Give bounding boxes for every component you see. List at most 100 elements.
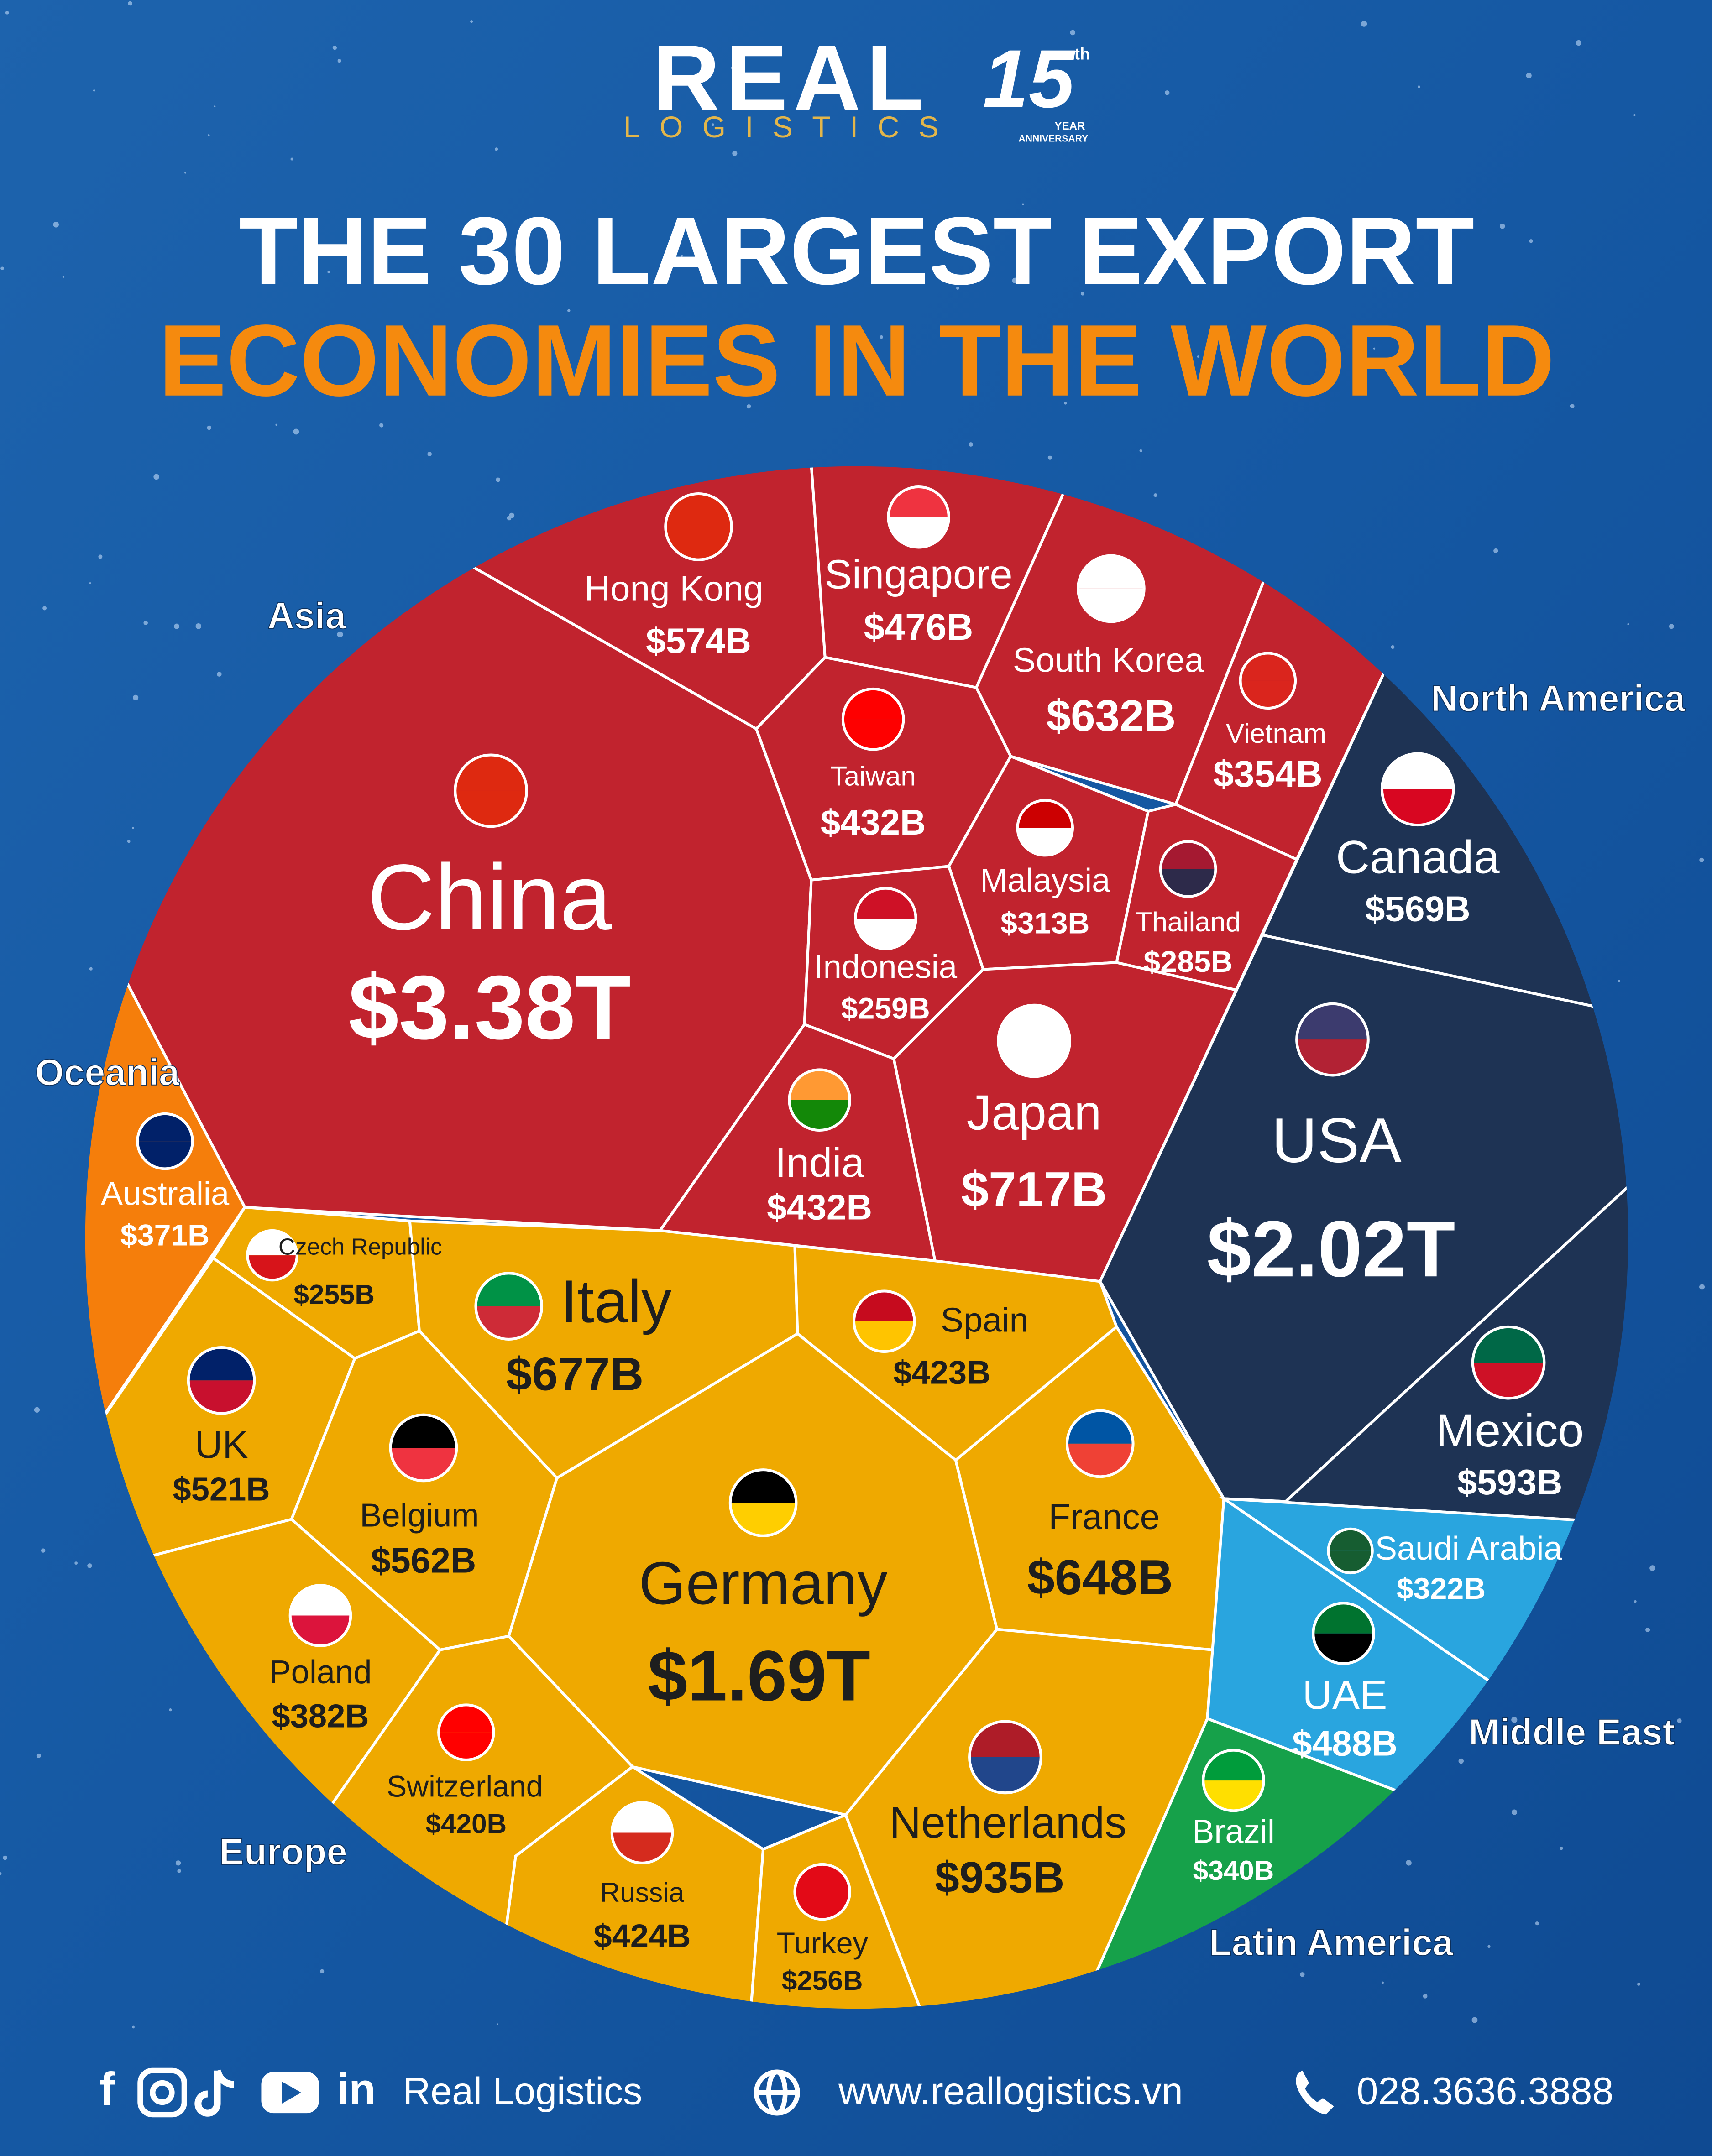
facebook-icon[interactable]: f (99, 2062, 115, 2115)
country-name: China (367, 846, 612, 950)
instagram-icon[interactable] (137, 2067, 187, 2118)
flag-bottom (1240, 680, 1296, 709)
speckle (275, 423, 278, 426)
speckle (1471, 2017, 1478, 2023)
country-name: Belgium (360, 1498, 479, 1534)
website[interactable]: www.reallogistics.vn (838, 2069, 1183, 2112)
country-name: Mexico (1436, 1404, 1584, 1456)
speckle (1438, 226, 1441, 229)
speckle (1511, 1717, 1518, 1723)
country-name: Poland (269, 1654, 372, 1691)
country-name: Singapore (825, 552, 1013, 598)
speckle (746, 404, 751, 409)
speckle (1458, 1758, 1464, 1764)
speckle (174, 623, 179, 629)
region-label: North America (1431, 678, 1686, 719)
flag-ring (1471, 1325, 1546, 1400)
flag-bottom (290, 1615, 351, 1646)
country-name: India (775, 1140, 865, 1186)
country-name: Canada (1336, 831, 1500, 883)
speckle (177, 1869, 181, 1873)
flag-bottom (853, 1321, 915, 1352)
speckle (1526, 73, 1532, 78)
flag-bottom (1313, 1633, 1374, 1664)
instagram-icon-lens (150, 2080, 175, 2105)
flag-top (1297, 1003, 1368, 1040)
country-value: $423B (893, 1354, 990, 1391)
flag-bottom (1328, 1550, 1372, 1573)
flag-bottom (665, 527, 732, 560)
speckle (1669, 624, 1674, 629)
speckle (1423, 1994, 1428, 1999)
country-value: $382B (272, 1698, 369, 1735)
speckle (327, 271, 330, 274)
flag-top (1382, 753, 1454, 789)
tiktok-icon[interactable] (194, 2069, 234, 2117)
speckle (1022, 203, 1024, 205)
logo-sub: LOGISTICS (623, 110, 958, 144)
country-value: $476B (864, 606, 974, 648)
flag-bottom (247, 1255, 297, 1280)
sea-texture (0, 1, 1705, 2029)
speckle (567, 309, 571, 312)
flag-bottom (1078, 588, 1144, 622)
speckle (1535, 1921, 1539, 1926)
country-name: Turkey (777, 1926, 868, 1960)
flag-top (665, 494, 732, 527)
speckle (762, 336, 767, 341)
speckle (153, 474, 159, 480)
flag-bottom (476, 1306, 542, 1339)
speckle (98, 554, 103, 559)
flag-ring (1380, 752, 1455, 827)
flag-ring (454, 753, 528, 828)
flag-ring (1239, 652, 1297, 710)
country-name: Hong Kong (584, 569, 763, 609)
speckle (494, 147, 498, 151)
country-name: Czech Republic (278, 1234, 442, 1260)
flag-ring (389, 1413, 458, 1483)
flag-top (853, 1291, 915, 1321)
speckle (320, 1969, 325, 1973)
country-name: Brazil (1192, 1814, 1275, 1850)
speckle (337, 631, 343, 637)
flag-top (1472, 1326, 1544, 1363)
speckle (329, 1848, 331, 1851)
country-value: $717B (961, 1162, 1107, 1217)
flag-bottom (188, 1380, 255, 1414)
flag-top (888, 486, 949, 517)
phone[interactable]: 028.3636.3888 (1356, 2069, 1613, 2112)
country-value: $632B (1046, 692, 1176, 741)
country-value: $562B (371, 1540, 476, 1581)
country-value: $340B (1193, 1855, 1274, 1886)
speckle (62, 276, 65, 278)
speckle (1466, 385, 1472, 390)
country-value: $285B (1143, 945, 1232, 979)
speckle (379, 423, 384, 428)
speckle (169, 1708, 172, 1712)
country-name: Saudi Arabia (1375, 1530, 1563, 1567)
country-name: Malaysia (980, 862, 1110, 899)
country-name: Thailand (1136, 906, 1241, 937)
flag-top (969, 1721, 1041, 1757)
speckle (0, 1872, 2, 1875)
flag-top (439, 1705, 494, 1733)
speckle (427, 452, 432, 456)
speckle (290, 157, 293, 161)
speckle (1677, 1718, 1682, 1723)
speckle (1064, 402, 1067, 405)
flag-ring (437, 1703, 495, 1761)
flag-top (455, 755, 527, 791)
phone-icon (1296, 2070, 1334, 2115)
country-value: $420B (426, 1808, 507, 1839)
flag-ring (246, 1229, 298, 1282)
flag-top (390, 1415, 457, 1448)
flag-ring (187, 1346, 256, 1415)
linkedin-icon[interactable]: in (336, 2065, 376, 2114)
speckle (217, 672, 222, 677)
flag-bottom (888, 517, 949, 548)
speckle (1380, 248, 1384, 252)
speckle (184, 172, 186, 174)
flag-bottom (1160, 869, 1216, 897)
speckle (132, 2025, 135, 2029)
